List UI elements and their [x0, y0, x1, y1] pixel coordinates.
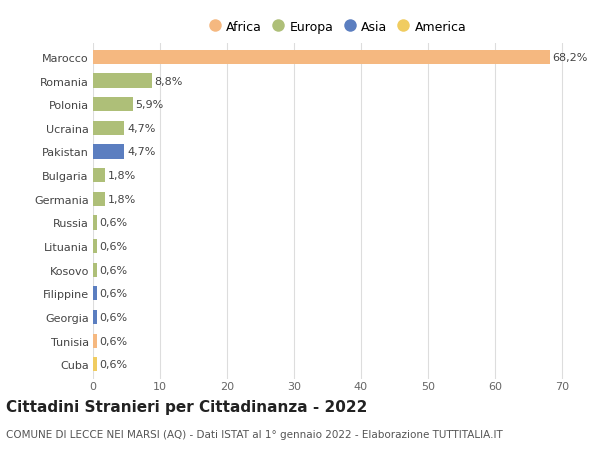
Bar — [93, 122, 124, 135]
Bar — [93, 74, 152, 89]
Text: 0,6%: 0,6% — [100, 289, 128, 299]
Text: 0,6%: 0,6% — [100, 312, 128, 322]
Text: 5,9%: 5,9% — [135, 100, 163, 110]
Text: 4,7%: 4,7% — [127, 147, 155, 157]
Bar — [93, 145, 124, 159]
Text: 0,6%: 0,6% — [100, 218, 128, 228]
Text: 1,8%: 1,8% — [108, 194, 136, 204]
Text: 68,2%: 68,2% — [553, 53, 588, 63]
Bar — [93, 50, 550, 65]
Bar — [93, 192, 105, 207]
Bar — [93, 263, 97, 277]
Bar — [93, 216, 97, 230]
Legend: Africa, Europa, Asia, America: Africa, Europa, Asia, America — [203, 17, 472, 39]
Bar — [93, 98, 133, 112]
Bar — [93, 168, 105, 183]
Text: COMUNE DI LECCE NEI MARSI (AQ) - Dati ISTAT al 1° gennaio 2022 - Elaborazione TU: COMUNE DI LECCE NEI MARSI (AQ) - Dati IS… — [6, 429, 503, 439]
Text: 0,6%: 0,6% — [100, 241, 128, 252]
Text: Cittadini Stranieri per Cittadinanza - 2022: Cittadini Stranieri per Cittadinanza - 2… — [6, 399, 367, 414]
Bar — [93, 287, 97, 301]
Text: 0,6%: 0,6% — [100, 359, 128, 369]
Bar — [93, 240, 97, 254]
Bar — [93, 334, 97, 348]
Text: 4,7%: 4,7% — [127, 123, 155, 134]
Text: 0,6%: 0,6% — [100, 336, 128, 346]
Bar — [93, 310, 97, 325]
Text: 1,8%: 1,8% — [108, 171, 136, 181]
Text: 0,6%: 0,6% — [100, 265, 128, 275]
Text: 8,8%: 8,8% — [155, 76, 183, 86]
Bar — [93, 358, 97, 372]
